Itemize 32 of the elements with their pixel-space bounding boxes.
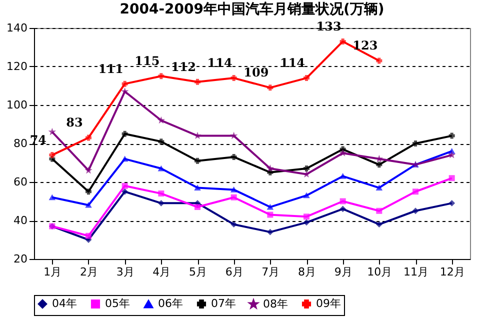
x-tick-label: 3月: [116, 266, 134, 278]
legend-label: 09年: [316, 296, 341, 310]
x-tick-label: 8月: [298, 266, 316, 278]
x-tick-label: 10月: [367, 266, 392, 278]
x-tick-label: 12月: [440, 266, 465, 278]
data-label: 83: [66, 116, 83, 130]
legend-label: 05年: [105, 296, 130, 310]
legend-label: 08年: [263, 297, 288, 310]
y-tick-label: 60: [14, 176, 28, 188]
x-tick-label: 6月: [225, 266, 244, 278]
y-tick-label: 20: [14, 252, 28, 266]
y-tick-label: 120: [6, 60, 28, 73]
y-tick-label: 40: [14, 214, 28, 227]
data-label: 112: [170, 60, 196, 74]
y-tick-label: 80: [14, 137, 28, 150]
x-tick-label: 4月: [152, 266, 171, 278]
legend-label: 07年: [211, 296, 236, 310]
data-label: 115: [134, 54, 160, 68]
x-tick-label: 5月: [189, 266, 207, 278]
y-tick-label: 100: [6, 98, 28, 112]
chart-title: 2004-2009年中国汽车月销量状况(万辆): [120, 0, 384, 18]
data-label: 123: [352, 38, 378, 53]
x-tick-label: 11月: [404, 266, 428, 278]
x-tick-label: 2月: [80, 266, 98, 278]
y-tick-label: 140: [6, 22, 28, 34]
data-label: 133: [316, 19, 342, 34]
data-label: 109: [244, 66, 269, 80]
legend-label: 04年: [52, 296, 77, 310]
legend-label: 06年: [158, 297, 183, 310]
x-tick-label: 7月: [262, 266, 280, 278]
x-tick-label: 9月: [334, 266, 352, 278]
x-tick-label: 1月: [44, 266, 62, 278]
